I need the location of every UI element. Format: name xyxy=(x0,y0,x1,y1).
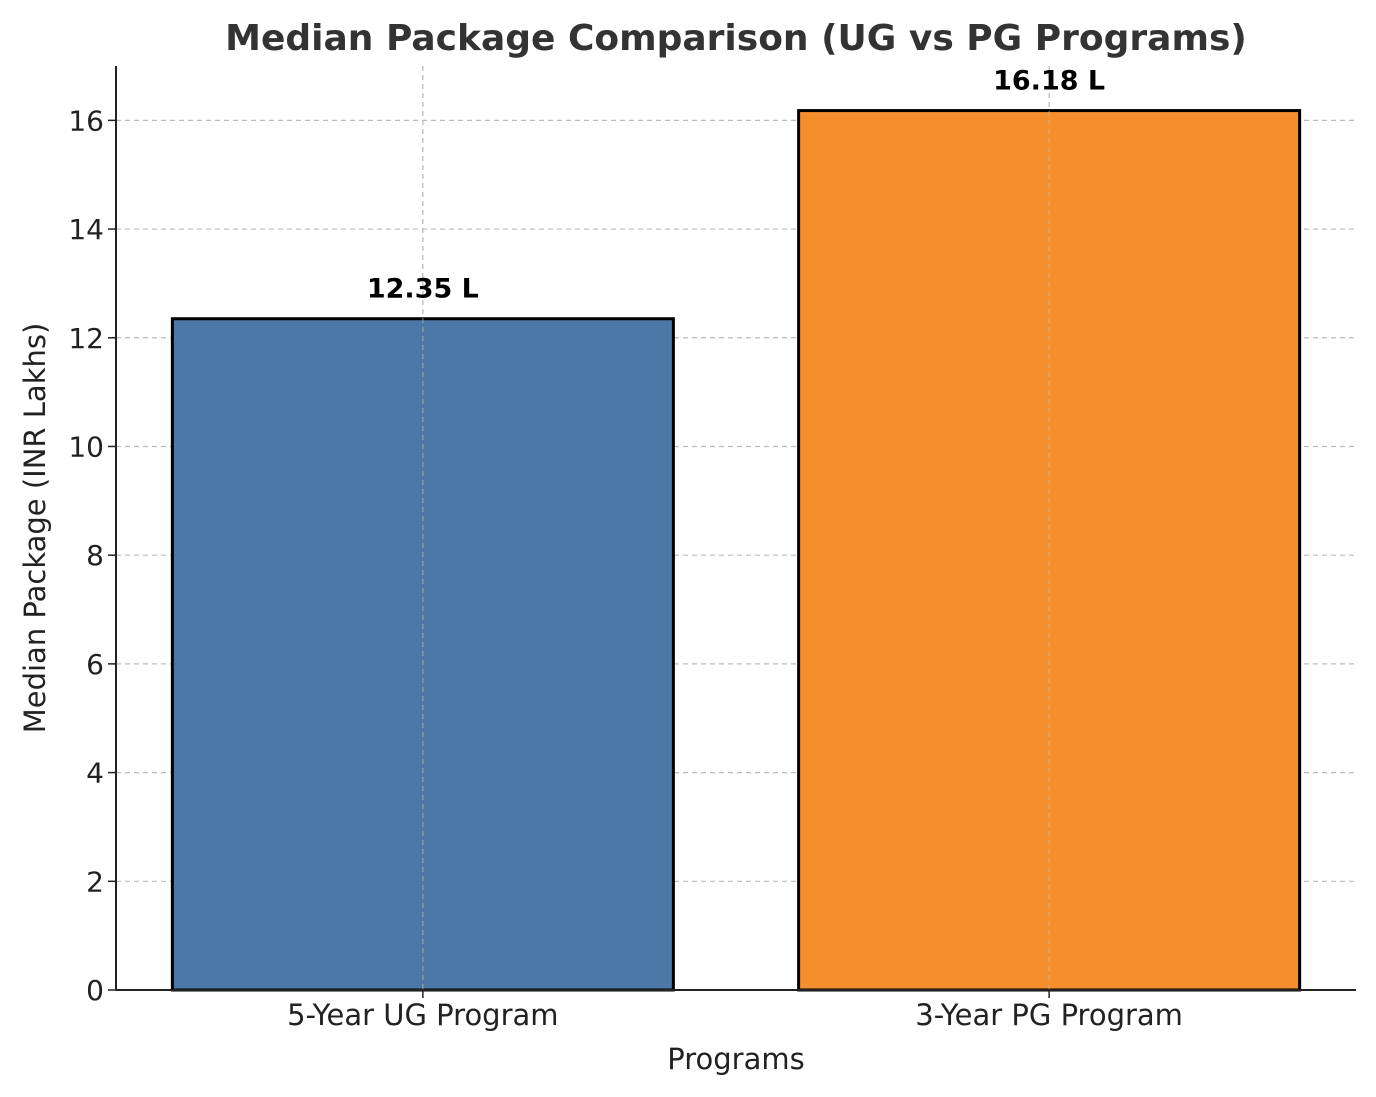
y-tick-label: 0 xyxy=(86,974,104,1007)
x-tick-label: 3-Year PG Program xyxy=(915,998,1183,1032)
y-tick-label: 2 xyxy=(86,865,104,898)
y-tick-label: 14 xyxy=(68,213,104,246)
y-tick-label: 6 xyxy=(86,648,104,681)
y-tick-label: 10 xyxy=(68,430,104,463)
y-tick-label: 8 xyxy=(86,539,104,572)
x-axis-label: Programs xyxy=(667,1042,804,1076)
y-tick-label: 16 xyxy=(68,104,104,137)
x-tick-label: 5-Year UG Program xyxy=(287,998,558,1032)
y-tick-label: 12 xyxy=(68,322,104,355)
chart-title: Median Package Comparison (UG vs PG Prog… xyxy=(225,18,1247,59)
bar-value-label: 16.18 L xyxy=(993,66,1105,97)
y-tick-label: 4 xyxy=(86,757,104,790)
bar-value-label: 12.35 L xyxy=(367,274,479,305)
y-axis-label: Median Package (INR Lakhs) xyxy=(18,323,52,734)
